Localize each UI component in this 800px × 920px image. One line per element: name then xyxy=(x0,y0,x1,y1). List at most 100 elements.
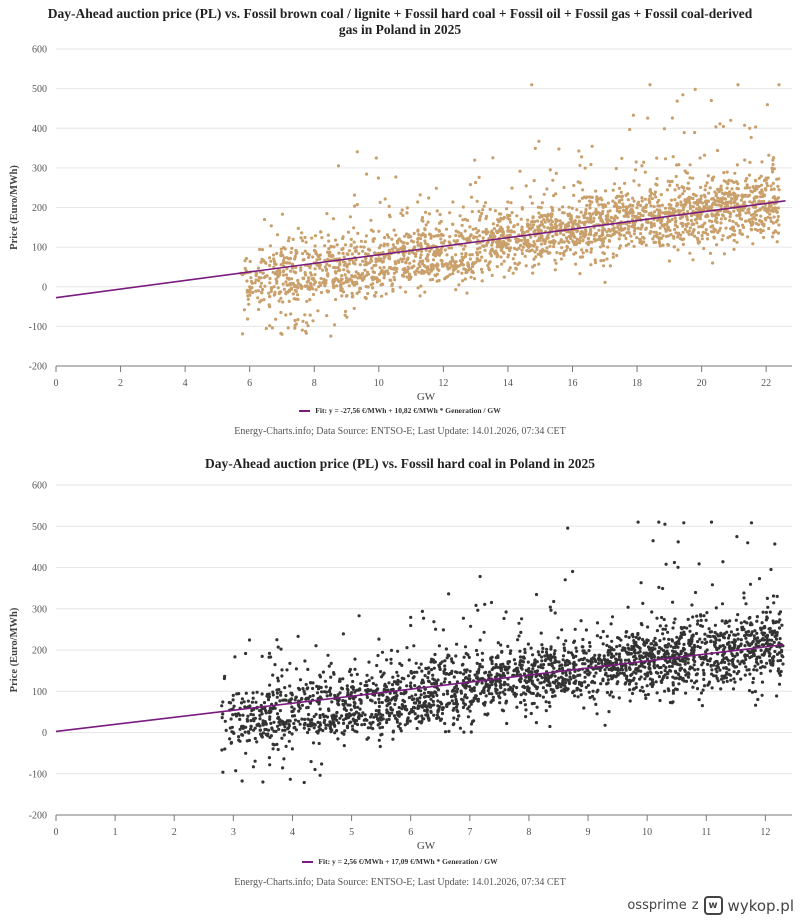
data-point xyxy=(724,226,728,230)
data-point xyxy=(719,204,723,208)
data-point xyxy=(397,260,401,264)
data-point xyxy=(330,253,335,257)
data-point xyxy=(732,247,736,251)
data-point xyxy=(439,237,443,241)
data-point xyxy=(240,697,244,701)
data-point xyxy=(435,279,439,283)
data-point xyxy=(655,177,659,181)
data-point xyxy=(591,656,595,660)
data-point xyxy=(510,211,514,215)
data-point xyxy=(296,297,300,301)
data-point xyxy=(665,188,670,192)
data-point xyxy=(762,222,766,226)
data-point xyxy=(658,231,662,236)
data-point xyxy=(452,716,456,720)
data-point xyxy=(250,281,254,285)
data-point xyxy=(299,284,303,288)
data-point xyxy=(699,613,703,617)
data-point xyxy=(714,192,718,196)
data-point xyxy=(350,291,354,295)
data-point xyxy=(416,237,420,241)
data-point xyxy=(538,228,543,232)
chart-1-legend[interactable]: Fit: y = -27,56 €/MWh + 10,82 €/MWh * Ge… xyxy=(0,406,800,415)
fit-line[interactable] xyxy=(55,199,786,299)
data-point xyxy=(634,635,638,639)
data-point xyxy=(423,239,427,243)
data-point xyxy=(730,187,734,191)
data-point xyxy=(246,714,250,718)
data-point xyxy=(539,631,543,635)
data-point xyxy=(628,667,632,671)
data-point xyxy=(341,251,345,255)
data-point xyxy=(281,728,285,732)
data-point xyxy=(617,186,622,190)
data-point xyxy=(506,644,510,648)
data-point xyxy=(729,678,733,682)
data-point xyxy=(374,290,378,295)
data-point xyxy=(494,249,498,253)
data-point xyxy=(324,268,329,272)
data-point xyxy=(401,273,405,277)
data-point xyxy=(710,230,714,234)
data-point xyxy=(362,245,366,249)
data-point xyxy=(369,228,374,232)
data-point xyxy=(614,166,618,171)
data-point xyxy=(443,664,447,668)
data-point xyxy=(275,233,280,237)
data-point xyxy=(734,180,739,184)
data-point xyxy=(696,644,700,649)
data-point xyxy=(418,260,422,264)
data-point xyxy=(688,629,692,633)
data-point xyxy=(248,290,252,294)
data-point xyxy=(348,713,352,718)
data-point xyxy=(463,229,467,233)
data-point xyxy=(287,236,291,240)
data-point xyxy=(475,681,479,685)
data-point xyxy=(664,229,668,233)
data-point xyxy=(477,259,481,263)
data-point xyxy=(253,759,257,763)
data-point xyxy=(715,243,719,247)
data-point xyxy=(480,279,484,283)
data-point xyxy=(380,294,384,298)
data-point xyxy=(693,590,698,595)
data-point xyxy=(421,233,425,237)
data-point xyxy=(404,290,408,294)
data-point xyxy=(752,634,756,638)
data-point xyxy=(481,236,485,240)
data-point xyxy=(562,185,566,190)
data-point xyxy=(402,257,406,261)
data-point xyxy=(241,733,245,737)
data-point xyxy=(715,220,719,224)
data-point xyxy=(340,274,344,278)
data-point xyxy=(605,219,609,223)
data-point xyxy=(646,638,650,643)
data-point xyxy=(715,659,719,664)
data-point xyxy=(743,673,747,677)
data-point xyxy=(324,685,328,689)
data-point xyxy=(443,659,447,663)
data-point xyxy=(400,663,404,667)
data-point xyxy=(728,212,733,216)
data-point xyxy=(673,188,677,192)
data-point xyxy=(294,667,298,671)
data-point xyxy=(284,313,288,317)
data-point xyxy=(572,240,576,244)
x-tick-label: 8 xyxy=(312,378,317,389)
data-point xyxy=(417,666,421,670)
data-point xyxy=(441,628,445,632)
data-point xyxy=(294,289,298,294)
data-point xyxy=(268,276,272,281)
data-point xyxy=(288,719,292,723)
data-point xyxy=(495,674,499,678)
data-point xyxy=(372,270,376,275)
data-point xyxy=(256,289,260,293)
data-point xyxy=(510,186,514,190)
data-point xyxy=(738,209,742,213)
data-point xyxy=(333,731,337,735)
data-point xyxy=(246,297,250,301)
data-point xyxy=(578,272,582,276)
data-point xyxy=(454,253,458,257)
data-point xyxy=(342,703,346,707)
